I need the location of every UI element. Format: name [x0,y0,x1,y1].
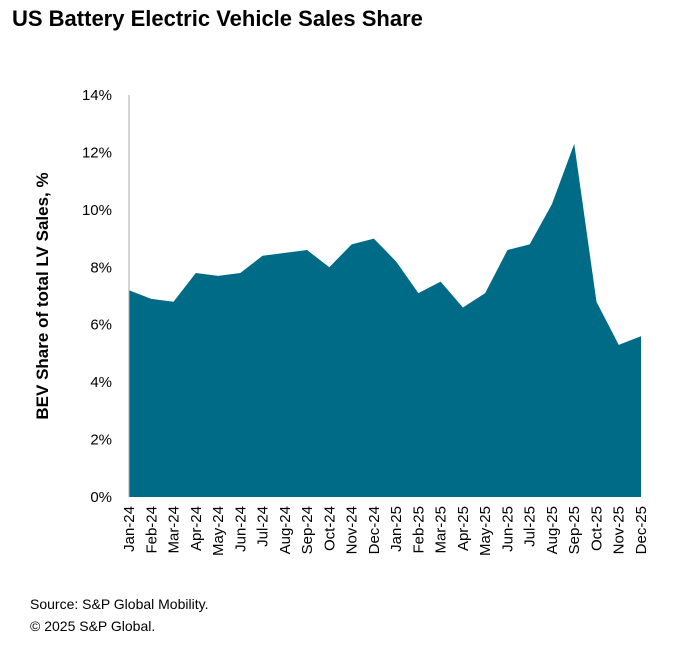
chart-title: US Battery Electric Vehicle Sales Share [12,6,423,31]
x-tick-label: Sep-24 [299,506,316,554]
x-tick-label: Jun-24 [232,506,249,552]
x-tick-label: Dec-25 [633,506,650,554]
y-tick-label: 6% [90,317,112,334]
x-tick-label: May-25 [477,506,494,556]
y-tick-label: 10% [82,202,112,219]
x-tick-label: Jan-25 [388,506,405,552]
y-tick-label: 0% [90,489,112,506]
y-tick-label: 12% [82,144,112,161]
x-tick-label: Jul-25 [522,506,539,547]
y-tick-label: 4% [90,374,112,391]
x-tick-label: Oct-24 [321,506,338,551]
x-tick-label: Sep-25 [566,506,583,554]
source-note: Source: S&P Global Mobility. [30,596,209,612]
y-tick-label: 14% [82,87,112,104]
x-tick-label: May-24 [210,506,227,556]
y-axis-label: BEV Share of total LV Sales, % [33,172,52,419]
x-tick-label: Nov-24 [344,506,361,554]
x-tick-label: Aug-24 [277,506,294,554]
area-series [129,143,641,498]
x-tick-label: Feb-24 [143,506,160,554]
y-tick-label: 8% [90,259,112,276]
x-tick-label: Oct-25 [588,506,605,551]
footer: Source: S&P Global Mobility. © 2025 S&P … [30,593,208,637]
x-tick-label: Apr-24 [188,506,205,551]
x-tick-label: Mar-25 [433,506,450,554]
x-tick-label: Dec-24 [366,506,383,554]
x-tick-label: Nov-25 [611,506,628,554]
x-tick-label: Jan-24 [121,506,138,552]
x-tick-label: Jul-24 [255,506,272,547]
x-tick-label: Aug-25 [544,506,561,554]
x-tick-label: Feb-25 [410,506,427,554]
copyright-note: © 2025 S&P Global. [30,618,156,634]
x-tick-label: Apr-25 [455,506,472,551]
x-tick-label: Jun-25 [499,506,516,552]
y-tick-label: 2% [90,432,112,449]
x-tick-label: Mar-24 [166,506,183,554]
